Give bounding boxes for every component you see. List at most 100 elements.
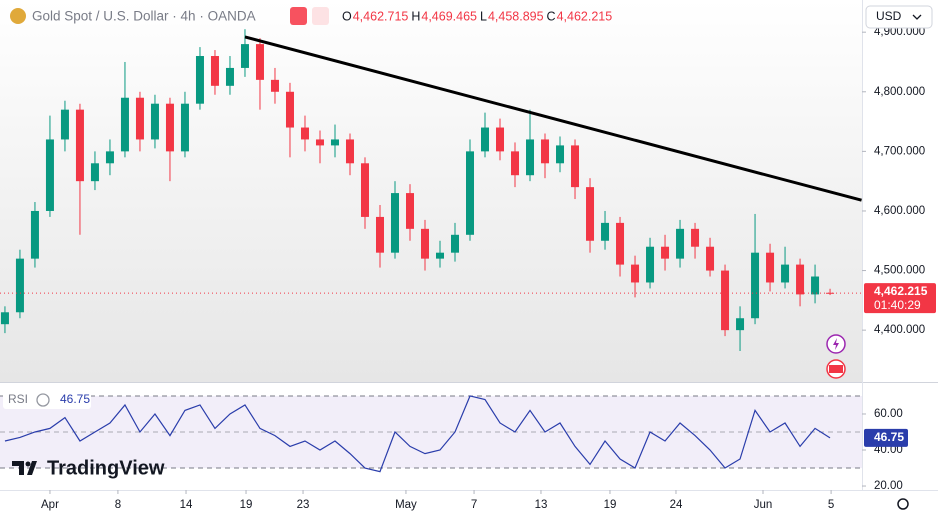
x-tick-label: 7 bbox=[471, 499, 477, 511]
x-tick-label: 19 bbox=[240, 499, 253, 511]
indicator-badge[interactable] bbox=[290, 7, 307, 25]
currency-label[interactable]: USD bbox=[876, 9, 902, 23]
ohlc-legend: O 4,462.715 H 4,469.465 L 4,458.895 C 4,462.215 bbox=[342, 9, 612, 23]
candle-body bbox=[345, 139, 354, 164]
candle-body bbox=[90, 163, 99, 182]
candle-body bbox=[360, 163, 369, 217]
candle-body bbox=[300, 127, 309, 140]
currency-button[interactable] bbox=[865, 5, 933, 29]
rsi-pane bbox=[0, 383, 862, 490]
event-glyph bbox=[833, 338, 839, 350]
y-tick-label: 20.00 bbox=[874, 480, 903, 492]
candle-body bbox=[751, 252, 760, 319]
candle-body bbox=[420, 228, 429, 259]
candle-body bbox=[736, 318, 745, 331]
symbol-icon bbox=[10, 8, 26, 24]
rsi-settings-icon[interactable] bbox=[36, 393, 50, 407]
x-tick-label: 23 bbox=[297, 499, 310, 511]
indicator-badge[interactable] bbox=[312, 7, 329, 25]
candle-body bbox=[571, 145, 580, 188]
flag-glyph bbox=[829, 365, 843, 373]
rsi-value: 46.75 bbox=[60, 392, 90, 406]
x-tick-label: 24 bbox=[670, 499, 683, 511]
candle-body bbox=[135, 97, 144, 140]
last-price-label: 4,462.215 bbox=[874, 284, 928, 298]
legend-key: H bbox=[411, 9, 420, 23]
candle-body bbox=[526, 139, 535, 176]
candle-body bbox=[631, 264, 640, 283]
candle-body bbox=[556, 145, 565, 164]
candle-body bbox=[496, 127, 505, 152]
x-tick-label: 13 bbox=[535, 499, 548, 511]
settings-icon[interactable] bbox=[897, 498, 909, 510]
candle-body bbox=[405, 193, 414, 229]
x-tick-label: 8 bbox=[115, 499, 121, 511]
rsi-legend-bg bbox=[3, 391, 91, 409]
candle-body bbox=[390, 193, 399, 253]
y-tick-label: 4,900.000 bbox=[874, 26, 925, 38]
y-tick-label: 40.00 bbox=[874, 444, 903, 456]
candle-body bbox=[826, 292, 835, 294]
rsi-band-fill bbox=[0, 395, 862, 469]
y-tick-label: 4,600.000 bbox=[874, 205, 925, 217]
candle-body bbox=[225, 67, 234, 86]
candle-body bbox=[811, 276, 820, 295]
candle-body bbox=[481, 127, 490, 152]
candle-body bbox=[315, 139, 324, 146]
candle-body bbox=[451, 234, 460, 253]
candle-body bbox=[661, 246, 670, 259]
logo-mark bbox=[25, 461, 31, 467]
legend-key: L bbox=[480, 9, 487, 23]
rsi-value-tag bbox=[864, 428, 908, 447]
legend-value: 4,462.715 bbox=[353, 9, 409, 23]
candle-body bbox=[150, 103, 159, 140]
rsi-title: RSI bbox=[8, 392, 28, 406]
candle-body bbox=[511, 151, 520, 176]
legend-value: 4,469.465 bbox=[421, 9, 477, 23]
candle-body bbox=[165, 103, 174, 152]
dropdown-arrow bbox=[912, 14, 922, 20]
rsi-line bbox=[4, 395, 831, 473]
candle-body bbox=[255, 44, 264, 80]
countdown-label: 01:40:29 bbox=[874, 298, 921, 312]
rsi-value-label: 46.75 bbox=[874, 430, 904, 444]
candle-body bbox=[60, 109, 69, 140]
candle-body bbox=[180, 103, 189, 152]
candle-body bbox=[105, 151, 114, 164]
candle-body bbox=[691, 228, 700, 247]
candle-body bbox=[541, 139, 550, 164]
logo-text: TradingView bbox=[47, 457, 165, 479]
x-tick-label: Apr bbox=[41, 499, 59, 511]
candle-body bbox=[270, 79, 279, 92]
candle-body bbox=[436, 252, 445, 259]
candle-body bbox=[721, 270, 730, 331]
x-tick-label: 19 bbox=[604, 499, 617, 511]
candle-body bbox=[15, 258, 24, 313]
last-price-tag bbox=[864, 283, 936, 314]
y-tick-label: 4,800.000 bbox=[874, 86, 925, 98]
legend-key: C bbox=[547, 9, 556, 23]
trend-line bbox=[244, 35, 862, 202]
candle-body bbox=[210, 56, 219, 86]
y-tick-label: 4,700.000 bbox=[874, 145, 925, 157]
x-tick-label: Jun bbox=[754, 499, 773, 511]
candle-body bbox=[676, 228, 685, 259]
candle-body bbox=[616, 222, 625, 265]
x-tick-label: 14 bbox=[180, 499, 193, 511]
candle-body bbox=[330, 139, 339, 146]
legend-key: O bbox=[342, 9, 352, 23]
symbol-title: Gold Spot / U.S. Dollar · 4h · OANDA bbox=[32, 9, 256, 24]
x-tick-label: May bbox=[395, 499, 417, 511]
legend-value: 4,458.895 bbox=[488, 9, 544, 23]
candle-body bbox=[45, 139, 54, 211]
candle-body bbox=[766, 252, 775, 283]
candle-body bbox=[601, 222, 610, 241]
candle-body bbox=[781, 264, 790, 283]
x-tick-label: 5 bbox=[828, 499, 834, 511]
price-pane bbox=[0, 0, 862, 382]
y-tick-label: 60.00 bbox=[874, 408, 903, 420]
candle-body bbox=[75, 109, 84, 182]
candle-body bbox=[195, 56, 204, 104]
candle-body bbox=[0, 312, 9, 325]
